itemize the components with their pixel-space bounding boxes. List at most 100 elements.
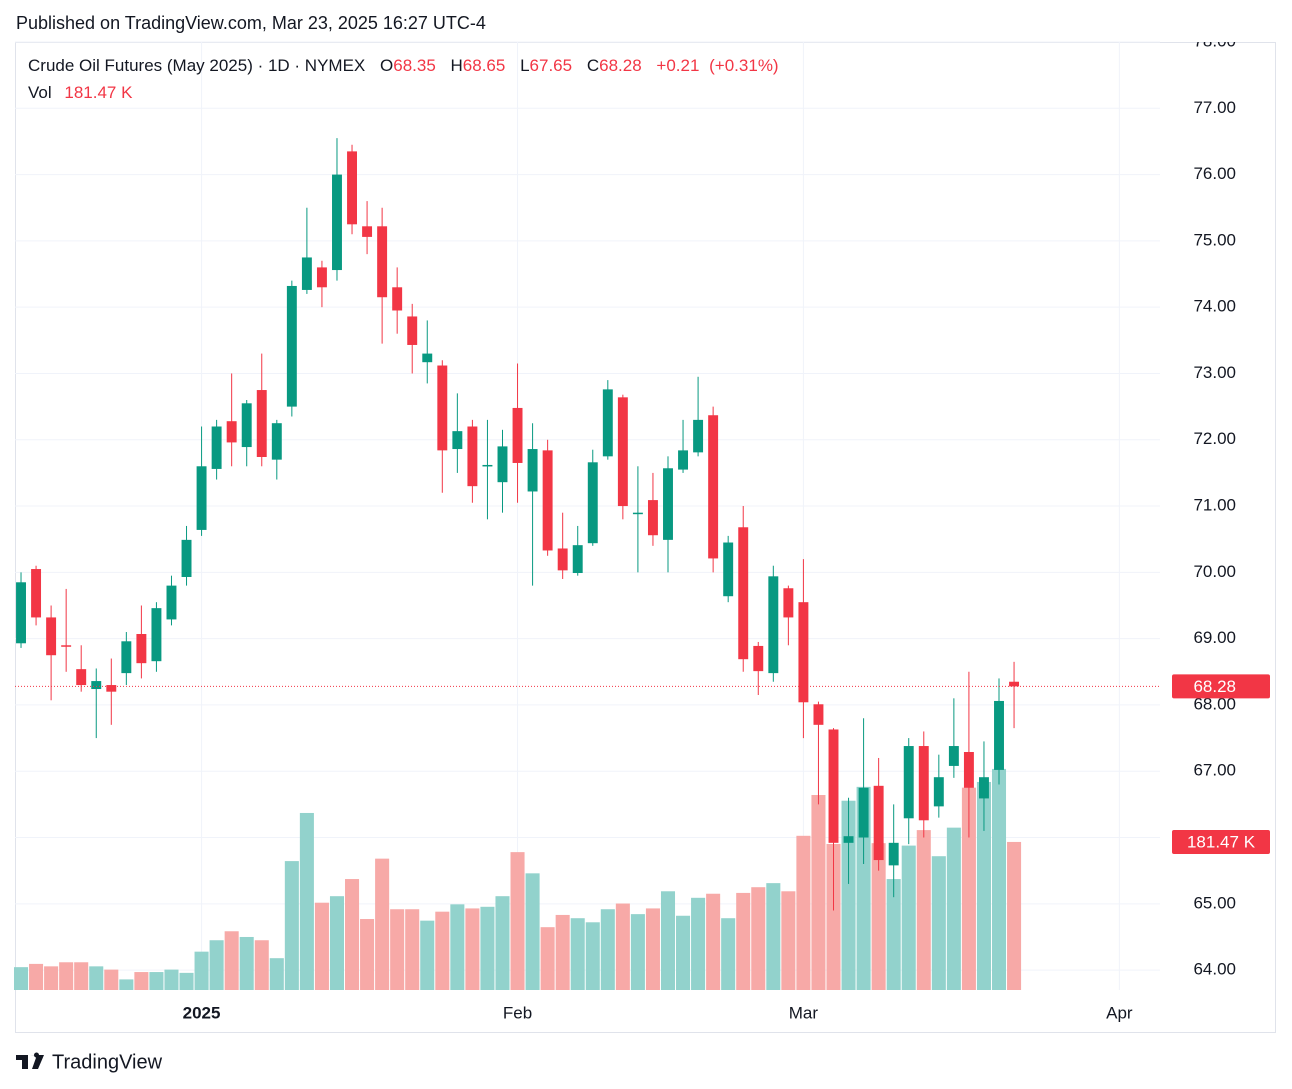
candle-body — [723, 542, 734, 597]
volume-bar — [435, 911, 450, 990]
volume-bar — [585, 922, 600, 990]
change: +0.21 — [656, 56, 699, 75]
volume-bar — [856, 786, 871, 990]
y-tick-label: 71.00 — [1193, 496, 1236, 515]
volume-bar — [59, 962, 74, 990]
y-tick-label: 77.00 — [1193, 98, 1236, 117]
volume-bar — [540, 927, 555, 990]
volume-bar — [209, 940, 224, 990]
volume-bar — [706, 893, 721, 990]
volume-bar — [299, 812, 314, 990]
volume-bar — [284, 861, 299, 990]
candle-body — [106, 685, 117, 692]
volume-legend: Vol 181.47 K — [28, 83, 133, 102]
volume-bar — [360, 919, 375, 990]
candle-body — [121, 641, 132, 674]
volume-tag — [1172, 829, 1270, 854]
volume-bar — [89, 966, 104, 990]
volume-bar — [29, 963, 44, 990]
candle-body — [873, 785, 884, 861]
grid: 2025 Feb Mar Apr — [15, 41, 1160, 1022]
volume-bar — [375, 858, 390, 990]
volume-bar — [991, 768, 1007, 990]
candle-body — [708, 415, 719, 559]
last-price-tag — [1172, 674, 1270, 699]
candle-body — [407, 316, 418, 345]
candle-body — [347, 151, 357, 225]
candle-body — [753, 645, 764, 672]
candle-body — [963, 752, 974, 788]
candle-body — [211, 426, 222, 469]
volume-bar — [660, 891, 676, 990]
volume-bar — [946, 827, 961, 990]
y-tick-label: 65.00 — [1193, 893, 1236, 912]
legend: Crude Oil Futures (May 2025) · 1D · NYME… — [28, 56, 779, 102]
candle-body — [271, 423, 282, 460]
brand: TradingView — [16, 1051, 163, 1073]
volume-bar — [796, 835, 811, 990]
candle-body — [181, 539, 192, 577]
candle-body — [332, 174, 342, 271]
candle-body — [948, 746, 959, 766]
volume-bar — [13, 967, 29, 990]
candle-body — [978, 777, 989, 799]
volume-bar — [480, 906, 495, 990]
low-value: 67.65 — [530, 56, 573, 75]
candle-body — [903, 746, 914, 819]
candle-body — [858, 787, 869, 838]
candle-body — [226, 421, 237, 443]
volume-bar — [405, 909, 420, 990]
volume-bar — [510, 852, 525, 990]
volume-bar — [345, 879, 360, 990]
candle-body — [693, 419, 704, 453]
volume-bar — [736, 892, 751, 990]
candle-body — [738, 527, 749, 660]
candle-body — [798, 602, 809, 703]
candle-body — [768, 576, 779, 674]
x-tick-label: Feb — [503, 1003, 532, 1022]
x-tick-label: 2025 — [183, 1003, 221, 1022]
volume-bar — [841, 800, 856, 990]
price-axis: 64.0065.0066.0067.0068.0069.0070.0071.00… — [1193, 42, 1236, 979]
volume-bar — [721, 918, 736, 990]
volume-bar — [781, 891, 796, 990]
axis-tags: 68.28 181.47 K — [15, 674, 1270, 854]
volume-bar — [976, 781, 991, 990]
volume-bar — [931, 856, 946, 990]
volume-bar — [74, 962, 89, 990]
y-tick-label: 67.00 — [1193, 761, 1236, 780]
candle-body — [783, 588, 794, 618]
candle-body — [888, 842, 899, 866]
chart-frame — [15, 42, 1276, 1033]
candle-body — [301, 257, 312, 290]
volume-name: Vol — [28, 83, 52, 102]
candle-body — [437, 365, 448, 451]
volume-bar — [630, 914, 645, 990]
candle-body — [617, 397, 628, 507]
candle-body — [136, 634, 147, 664]
volume-bar — [420, 920, 435, 990]
volume-bar — [691, 897, 706, 990]
candle-body — [1009, 681, 1020, 687]
legend-line: Crude Oil Futures (May 2025) · 1D · NYME… — [28, 56, 779, 75]
y-tick-label: 72.00 — [1193, 429, 1236, 448]
volume-bar — [1007, 841, 1022, 990]
volume-bar — [600, 909, 615, 990]
volume-bar — [119, 979, 134, 990]
candle-body — [632, 512, 643, 515]
volume-bar — [961, 787, 976, 990]
volume-bar — [676, 915, 691, 990]
volume-bar — [254, 940, 269, 990]
brand-name: TradingView — [52, 1051, 163, 1073]
last-price-label: 68.28 — [1193, 677, 1236, 696]
candle-body — [241, 403, 252, 448]
high-label: H — [451, 56, 463, 75]
y-tick-label: 64.00 — [1193, 960, 1236, 979]
candle-body — [602, 389, 613, 457]
volume-bar — [179, 972, 194, 990]
volume-bar — [525, 873, 540, 990]
volume-bar — [224, 931, 239, 990]
volume-bar — [314, 902, 329, 990]
candle-body — [392, 287, 403, 311]
